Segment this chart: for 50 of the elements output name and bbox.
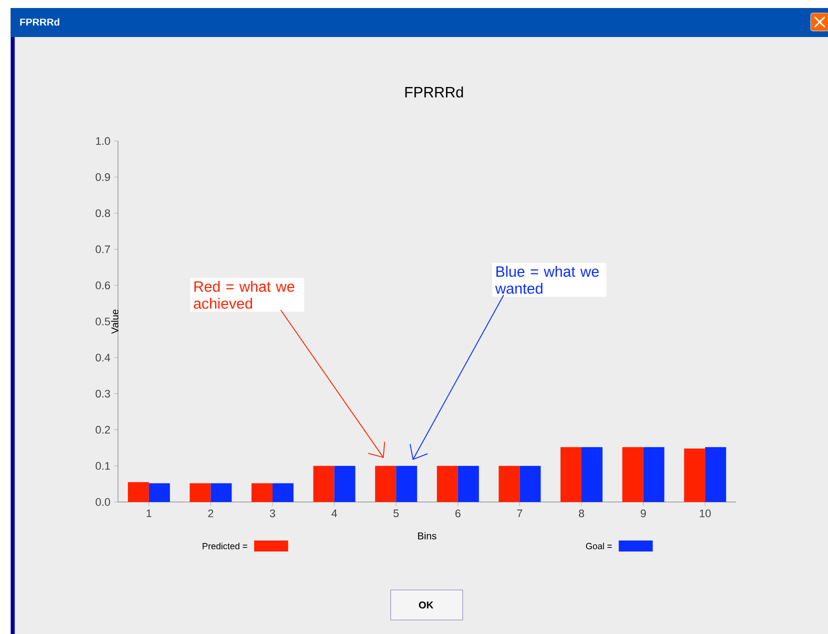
y-tick-label: 0.3 — [96, 390, 110, 398]
x-tick-label: 8 — [578, 510, 584, 518]
y-tick-label: 0.5 — [96, 318, 110, 326]
x-tick-label: 3 — [270, 510, 276, 518]
y-tick-label: 0.0 — [96, 498, 110, 506]
bar — [128, 482, 149, 502]
annotation: Blue = what we wanted — [495, 266, 599, 294]
y-tick-label: 0.6 — [96, 282, 110, 290]
bar — [210, 483, 232, 502]
bar — [560, 447, 582, 502]
bar — [684, 448, 706, 502]
legend-label: Predicted = — [202, 542, 248, 550]
y-tick-label: 0.8 — [96, 209, 110, 218]
x-tick-label: 2 — [208, 510, 214, 518]
bar — [582, 447, 603, 502]
x-tick-label: 10 — [700, 510, 711, 518]
x-tick-label: 4 — [332, 510, 338, 518]
y-tick-label: 0.4 — [96, 354, 110, 362]
bar — [272, 483, 294, 502]
y-tick-label: 0.9 — [96, 173, 110, 181]
bar — [313, 466, 334, 502]
bar — [375, 466, 396, 502]
text: OK — [418, 601, 434, 609]
x-tick-label: 7 — [517, 510, 522, 518]
bar — [436, 466, 458, 502]
x-tick-label: 9 — [640, 510, 646, 518]
annotation: Red = what we achieved — [194, 280, 294, 309]
y-tick-label: 0.2 — [96, 426, 110, 434]
x-tick-label: 6 — [455, 510, 460, 518]
bar — [520, 466, 541, 502]
bar — [334, 466, 356, 502]
bar — [396, 466, 418, 502]
y-tick-label: 1.0 — [96, 137, 110, 145]
text: FPRRRd — [20, 18, 60, 26]
chart-title: FPRRRd — [405, 86, 463, 98]
bar — [252, 483, 273, 502]
bar — [498, 466, 520, 502]
y-tick-label: 0.7 — [96, 245, 110, 254]
bar — [458, 466, 479, 502]
x-tick-label: 1 — [146, 510, 152, 518]
bar — [622, 447, 644, 502]
bar — [190, 483, 211, 502]
y-tick-label: 0.1 — [96, 462, 110, 470]
legend-label: Goal = — [586, 542, 612, 550]
x-axis-title: Bins — [418, 532, 436, 540]
bar — [148, 483, 170, 502]
bar — [643, 447, 664, 502]
x-tick-label: 5 — [394, 510, 399, 518]
bar — [705, 447, 726, 502]
y-axis-title: Value — [111, 310, 118, 334]
